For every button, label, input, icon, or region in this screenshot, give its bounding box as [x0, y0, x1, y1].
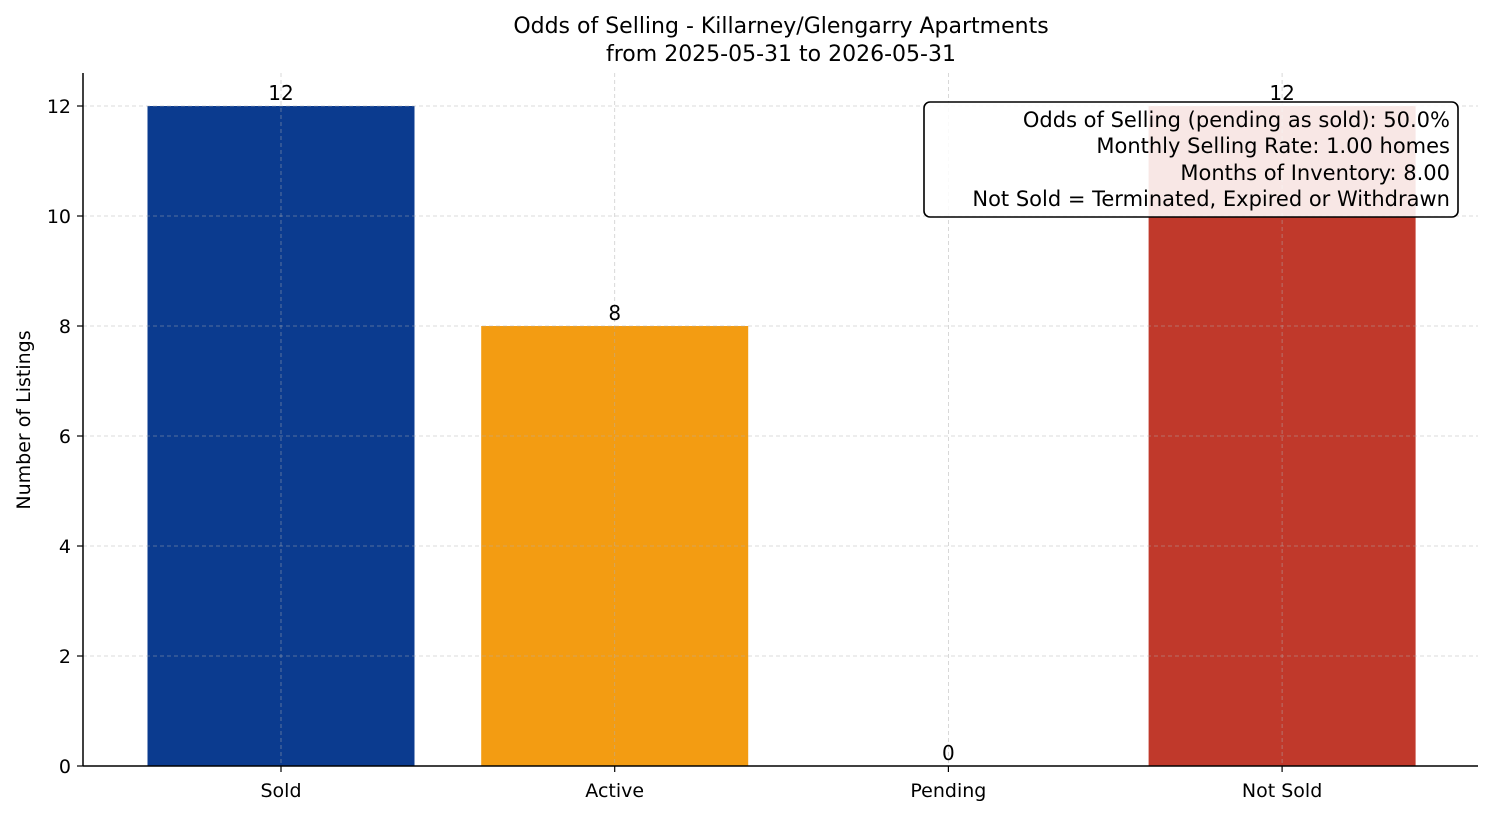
y-tick-label: 6	[59, 426, 71, 448]
y-tick-label: 2	[59, 646, 71, 668]
data-label: 8	[608, 301, 621, 325]
info-box: Odds of Selling (pending as sold): 50.0%…	[923, 101, 1459, 218]
x-tick-label: Not Sold	[1242, 780, 1322, 802]
info-line-not-sold-note: Not Sold = Terminated, Expired or Withdr…	[972, 187, 1450, 211]
data-label: 12	[268, 81, 293, 105]
x-ticks: Sold Active Pending Not Sold	[260, 766, 1322, 802]
y-tick-label: 12	[47, 96, 71, 118]
data-labels: 12 8 0 12	[268, 81, 1295, 765]
y-axis-label: Number of Listings	[13, 330, 35, 509]
x-tick-label: Active	[585, 780, 644, 802]
info-line-inventory: Months of Inventory: 8.00	[1180, 161, 1450, 185]
y-tick-label: 4	[59, 536, 71, 558]
data-label: 12	[1269, 81, 1294, 105]
data-label: 0	[942, 741, 955, 765]
y-tick-label: 10	[47, 206, 71, 228]
x-tick-label: Pending	[910, 780, 986, 802]
y-tick-label: 8	[59, 316, 71, 338]
chart-subtitle: from 2025-05-31 to 2026-05-31	[606, 42, 956, 67]
info-line-odds: Odds of Selling (pending as sold): 50.0%	[1023, 108, 1450, 132]
x-tick-label: Sold	[260, 780, 301, 802]
info-box-frame	[923, 101, 1459, 218]
y-ticks: 0 2 4 6 8 10 12	[47, 96, 83, 778]
info-line-selling-rate: Monthly Selling Rate: 1.00 homes	[1096, 134, 1450, 158]
y-tick-label: 0	[59, 756, 71, 778]
chart-title: Odds of Selling - Killarney/Glengarry Ap…	[513, 14, 1048, 39]
axes	[82, 73, 1478, 767]
